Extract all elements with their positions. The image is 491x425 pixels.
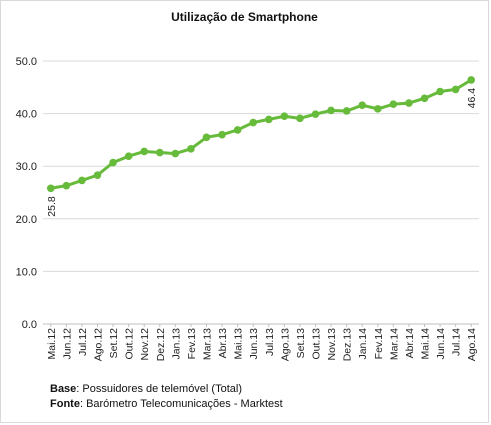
- y-axis-tick-labels: 0.0 10.0 20.0 30.0 40.0 50.0: [16, 56, 37, 331]
- data-label: 46.4: [466, 88, 478, 109]
- x-tick-label: Jun.12: [61, 328, 73, 360]
- x-tick-label: Set.12: [108, 328, 120, 359]
- x-tick-label: Dez.13: [342, 328, 354, 361]
- series-points: [46, 76, 476, 193]
- data-point: [264, 115, 273, 124]
- x-tick-label: Mar.14: [388, 328, 400, 360]
- data-point: [327, 106, 335, 115]
- x-tick-label: Mai.13: [233, 328, 245, 360]
- data-point: [62, 181, 71, 190]
- data-point: [109, 158, 117, 167]
- data-point: [233, 126, 242, 134]
- x-tick-label: Mai.12: [46, 328, 58, 360]
- y-tick-label: 20.0: [16, 214, 37, 226]
- y-tick-label: 50.0: [16, 56, 37, 68]
- x-axis-tick-labels: Mai.12 Jun.12 Jul.12 Ago.12 Set.12 Out.12 Nov.…: [46, 328, 478, 361]
- x-tick-label: Jun.14: [435, 328, 447, 360]
- y-tick-label: 30.0: [16, 161, 37, 173]
- data-labels: 25.8 46.4: [46, 88, 478, 217]
- footnotes: Base: Possuidores de telemóvel (Total) F…: [50, 382, 283, 412]
- gridlines: [43, 60, 479, 272]
- footnote-source: Fonte: Barómetro Telecomunicações - Mark…: [50, 397, 283, 412]
- x-tick-label: Ago.12: [93, 328, 105, 361]
- data-point: [249, 118, 258, 127]
- series-line: [49, 78, 473, 190]
- data-point: [342, 107, 351, 115]
- data-point: [171, 149, 180, 158]
- x-tick-label: Nov.12: [139, 328, 151, 361]
- data-label: 25.8: [46, 196, 58, 217]
- x-tick-label: Out.12: [124, 328, 136, 360]
- data-point: [389, 100, 398, 108]
- data-point: [155, 148, 164, 157]
- x-tick-label: Jul.12: [77, 328, 89, 356]
- x-tick-label: Jan.13: [170, 328, 182, 360]
- data-point: [296, 114, 304, 123]
- x-tick-label: Fev.13: [186, 328, 198, 359]
- data-point: [202, 133, 211, 142]
- x-tick-label: Set.13: [295, 328, 307, 359]
- data-point: [218, 130, 226, 139]
- x-tick-label: Jun.13: [248, 328, 260, 360]
- footnote-source-text: : Barómetro Telecomunicações - Marktest: [79, 398, 283, 410]
- x-tick-label: Jul.14: [451, 328, 463, 356]
- y-tick-label: 40.0: [16, 109, 37, 121]
- data-point: [280, 112, 289, 121]
- y-tick-label: 10.0: [16, 266, 37, 278]
- footnote-base-text: : Possuidores de telemóvel (Total): [76, 383, 242, 395]
- x-tick-label: Mar.13: [202, 328, 214, 360]
- x-tick-label: Ago.13: [279, 328, 291, 361]
- data-point: [436, 87, 444, 96]
- data-point: [311, 110, 320, 118]
- x-tick-label: Mai.14: [420, 328, 432, 360]
- x-tick-label: Dez.12: [155, 328, 167, 361]
- footnote-source-label: Fonte: [50, 398, 80, 410]
- y-tick-label: 0.0: [22, 319, 37, 331]
- data-point: [467, 76, 476, 84]
- x-tick-label: Out.13: [311, 328, 323, 360]
- x-tick-label: Nov.13: [326, 328, 338, 361]
- x-tick-label: Abr.14: [404, 328, 416, 359]
- data-point: [46, 184, 55, 193]
- data-point: [124, 152, 133, 161]
- data-point: [140, 147, 149, 156]
- x-tick-label: Abr.13: [217, 328, 229, 359]
- data-point: [451, 85, 460, 94]
- x-tick-label: Jan.14: [357, 328, 369, 360]
- x-axis: [43, 323, 479, 327]
- data-point: [358, 101, 367, 109]
- data-point: [420, 94, 429, 103]
- data-point: [405, 99, 413, 107]
- footnote-base-label: Base: [50, 383, 77, 395]
- footnote-base: Base: Possuidores de telemóvel (Total): [50, 382, 283, 397]
- series-line-group: [49, 78, 473, 190]
- data-point: [78, 176, 86, 185]
- data-point: [373, 105, 382, 113]
- x-tick-label: Ago.14: [466, 328, 478, 361]
- data-point: [187, 145, 195, 153]
- data-point: [93, 171, 102, 179]
- x-tick-label: Jul.13: [264, 328, 276, 356]
- chart-title: Utilização de Smartphone: [171, 10, 318, 24]
- x-tick-label: Fev.14: [373, 328, 385, 359]
